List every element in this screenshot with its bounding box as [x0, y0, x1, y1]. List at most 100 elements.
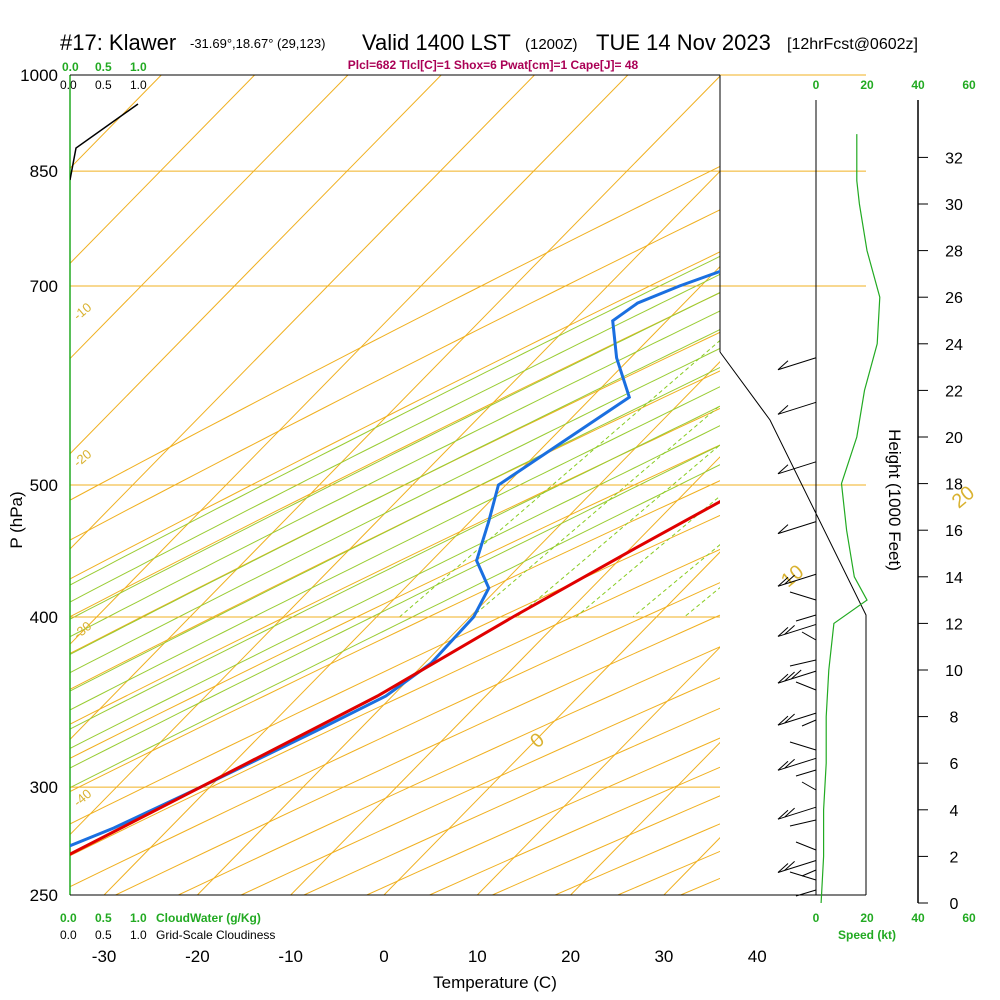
wind-barb — [801, 719, 817, 727]
isotherm-label: 0 — [526, 729, 549, 753]
dry-adiabat — [70, 370, 720, 690]
height-tick-label: 8 — [950, 710, 959, 727]
cloudiness-scale-bottom-0: 0.0 — [60, 928, 77, 942]
cloud-scale-bottom-1: 0.5 — [95, 911, 112, 925]
height-tick-label: 18 — [945, 477, 963, 494]
temperature-trace — [70, 499, 720, 856]
subtitle-indices: Plcl=682 Tlcl[C]=1 Shox=6 Pwat[cm]=1 Cap… — [348, 58, 639, 72]
cloudiness-scale-bottom-2: 1.0 — [130, 928, 147, 942]
cloud-scale-top-2: 1.0 — [130, 60, 147, 74]
dry-adiabat — [70, 514, 720, 825]
temperature-tick-label: -30 — [92, 947, 117, 966]
moist-adiabat — [70, 464, 720, 789]
dry-adiabat — [70, 331, 720, 655]
speed-scale-top-3: 60 — [962, 78, 976, 92]
moist-adiabat — [70, 291, 720, 620]
isotherm-line — [70, 75, 255, 265]
temperature-tick-label: -10 — [278, 947, 303, 966]
cloud-scale-top-0: 0.0 — [62, 60, 79, 74]
height-tick-label: 12 — [945, 616, 963, 633]
title-coords: -31.69°,18.67° (29,123) — [190, 36, 325, 51]
height-tick-label: 22 — [945, 383, 963, 400]
height-tick-label: 16 — [945, 523, 963, 540]
dry-adiabat — [70, 251, 720, 580]
speed-scale-top-0: 0 — [813, 78, 820, 92]
speed-scale-bottom-3: 60 — [962, 911, 976, 925]
height-tick-label: 32 — [945, 150, 963, 167]
cloudwater-label: CloudWater (g/Kg) — [156, 911, 261, 925]
height-tick-label: 28 — [945, 244, 963, 261]
isotherm-line — [70, 75, 442, 455]
background-grid — [70, 75, 720, 895]
moist-adiabat — [70, 366, 720, 692]
moist-adiabat — [70, 310, 720, 638]
title-valid: Valid 1400 LST — [362, 30, 511, 55]
profile-series — [70, 103, 720, 856]
moist-adiabat — [70, 328, 720, 656]
mixing-ratio-line — [575, 495, 720, 618]
speed-scale-top-1: 20 — [860, 78, 874, 92]
wind-panel — [777, 134, 881, 904]
speed-scale-bottom-2: 40 — [911, 911, 925, 925]
wind-barb — [777, 357, 817, 371]
wind-barb — [789, 659, 817, 667]
wind-barb — [801, 781, 817, 791]
y2-axis-label: Height (1000 Feet) — [885, 429, 904, 571]
speed-scale-bottom-1: 20 — [860, 911, 874, 925]
mixing-ratio-line — [516, 444, 720, 618]
wind-barb — [789, 871, 817, 881]
y-axis-label: P (hPa) — [7, 491, 26, 548]
dry-adiabat — [70, 582, 720, 888]
isotherm-label: -30 — [70, 618, 94, 642]
title-date: TUE 14 Nov 2023 — [596, 30, 771, 55]
cloudiness-scale-bottom-1: 0.5 — [95, 928, 112, 942]
moist-adiabat — [70, 444, 720, 769]
moist-adiabat — [70, 347, 720, 674]
wind-barb — [777, 757, 817, 771]
cloudiness-scale-top-2: 1.0 — [130, 78, 147, 92]
cloud-scale-bottom-0: 0.0 — [60, 911, 77, 925]
cloudiness-label: Grid-Scale Cloudiness — [156, 928, 275, 942]
cloudiness-scale-top-0: 0.0 — [60, 78, 77, 92]
mixing-ratio-line — [471, 404, 720, 618]
title-utc: (1200Z) — [525, 36, 578, 53]
height-tick-label: 30 — [945, 197, 963, 214]
height-tick-label: 6 — [950, 756, 959, 773]
height-tick-label: 26 — [945, 290, 963, 307]
dry-adiabat — [115, 614, 720, 895]
wind-barb — [789, 741, 817, 751]
pressure-tick-label: 300 — [30, 778, 58, 797]
moist-adiabat — [70, 273, 720, 603]
height-tick-label: 2 — [950, 849, 959, 866]
temperature-tick-label: 0 — [379, 947, 388, 966]
dry-adiabat — [70, 407, 720, 725]
x-axis-label: Temperature (C) — [433, 973, 557, 992]
isotherm-line — [70, 75, 349, 360]
wind-barb — [789, 819, 817, 827]
cloud-scale-bottom-2: 1.0 — [130, 911, 147, 925]
wind-barb — [777, 521, 817, 535]
pressure-tick-label: 500 — [30, 476, 58, 495]
moist-adiabat — [70, 405, 720, 730]
speed-scale-bottom-0: 0 — [813, 911, 820, 925]
moist-adiabat — [70, 425, 720, 749]
dry-adiabat — [70, 209, 720, 541]
wind-barb — [801, 869, 817, 877]
wind-barb — [801, 631, 817, 641]
isotherm-label: -10 — [70, 300, 94, 324]
mixing-ratio-line — [399, 339, 720, 618]
dry-adiabat — [70, 165, 720, 501]
wind-barb — [777, 669, 817, 684]
wind-barb — [777, 573, 817, 587]
height-tick-label: 10 — [945, 663, 963, 680]
wind-barb — [777, 712, 817, 726]
height-tick-label: 14 — [945, 570, 963, 587]
isotherm-line — [476, 646, 720, 895]
speed-label: Speed (kt) — [838, 928, 896, 942]
wind-barb — [777, 401, 817, 415]
moist-adiabat — [70, 255, 720, 586]
dry-adiabat — [178, 646, 720, 895]
wind-barb — [777, 623, 817, 637]
pressure-tick-label: 700 — [30, 277, 58, 296]
